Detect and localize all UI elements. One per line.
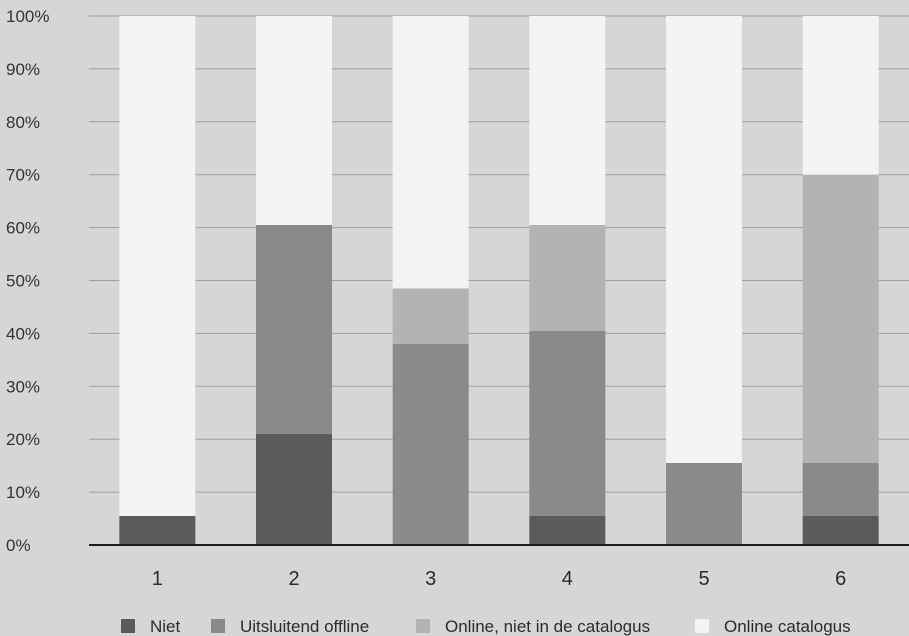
legend-item: Online, niet in de catalogus bbox=[416, 617, 650, 636]
bar-segment bbox=[666, 16, 742, 463]
bar-segment bbox=[119, 16, 195, 516]
bar-segment bbox=[393, 288, 469, 344]
gridlines bbox=[89, 16, 909, 492]
y-tick-label: 60% bbox=[6, 219, 40, 238]
bar-segment bbox=[803, 175, 879, 463]
bar-segment bbox=[256, 16, 332, 225]
bar-segment bbox=[529, 16, 605, 225]
bar-segment bbox=[803, 516, 879, 545]
bar-segment bbox=[393, 344, 469, 545]
bar-segment bbox=[393, 16, 469, 288]
legend-label: Niet bbox=[150, 617, 181, 636]
legend-label: Online catalogus bbox=[724, 617, 851, 636]
legend-swatch bbox=[211, 619, 225, 633]
legend-swatch bbox=[416, 619, 430, 633]
bar-segment bbox=[256, 434, 332, 545]
y-tick-label: 50% bbox=[6, 272, 40, 291]
x-tick-label: 2 bbox=[288, 568, 299, 590]
bar-segment bbox=[529, 331, 605, 516]
y-tick-label: 100% bbox=[6, 7, 49, 26]
legend-swatch bbox=[695, 619, 709, 633]
y-tick-label: 40% bbox=[6, 324, 40, 343]
y-tick-label: 10% bbox=[6, 483, 40, 502]
y-tick-label: 90% bbox=[6, 60, 40, 79]
x-tick-label: 6 bbox=[835, 568, 846, 590]
bar-segment bbox=[529, 225, 605, 331]
x-axis: 1 2 3 4 5 6 bbox=[152, 568, 846, 590]
y-tick-label: 30% bbox=[6, 377, 40, 396]
legend-label: Uitsluitend offline bbox=[240, 617, 369, 636]
legend-swatch bbox=[121, 619, 135, 633]
bar-segment bbox=[803, 16, 879, 175]
legend-label: Online, niet in de catalogus bbox=[445, 617, 650, 636]
bar-segment bbox=[119, 516, 195, 545]
x-tick-label: 1 bbox=[152, 568, 163, 590]
legend: Niet Uitsluitend offline Online, niet in d… bbox=[121, 617, 851, 636]
x-tick-label: 3 bbox=[425, 568, 436, 590]
y-tick-label: 0% bbox=[6, 536, 31, 555]
y-tick-label: 20% bbox=[6, 430, 40, 449]
x-tick-label: 5 bbox=[698, 568, 709, 590]
y-axis: 0% 10% 20% 30% 40% 50% 60% 70% 80% 90% 100% bbox=[6, 7, 49, 555]
legend-item: Uitsluitend offline bbox=[211, 617, 369, 636]
y-tick-label: 80% bbox=[6, 113, 40, 132]
bar-segment bbox=[666, 463, 742, 545]
bar-segment bbox=[803, 463, 879, 516]
legend-item: Niet bbox=[121, 617, 181, 636]
legend-item: Online catalogus bbox=[695, 617, 851, 636]
y-tick-label: 70% bbox=[6, 166, 40, 185]
x-tick-label: 4 bbox=[562, 568, 573, 590]
bar-segment bbox=[256, 225, 332, 434]
bar-segment bbox=[529, 516, 605, 545]
